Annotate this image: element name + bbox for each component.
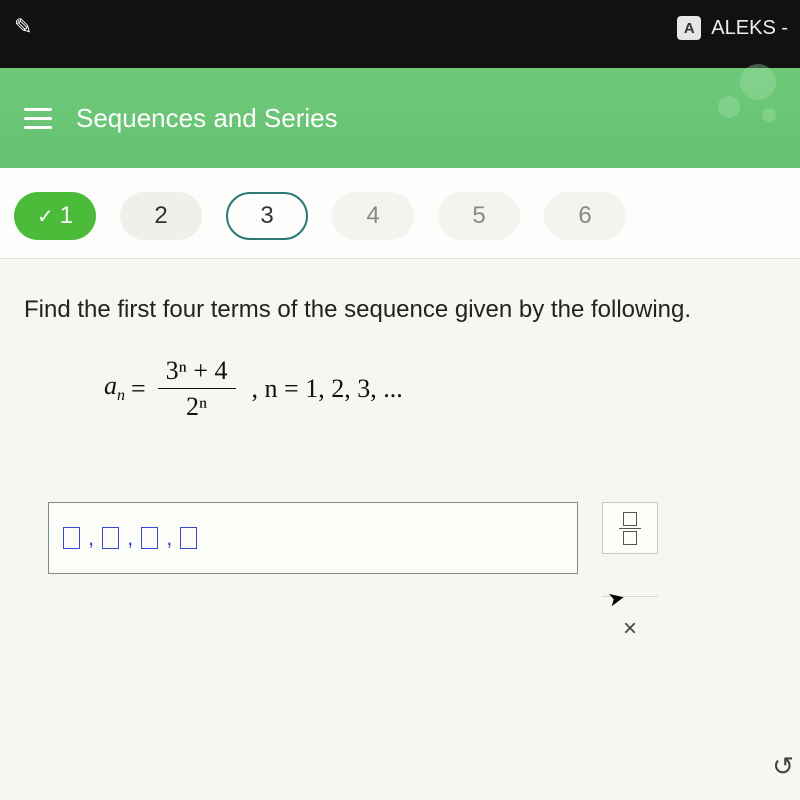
pill-label: 4 [366,202,379,230]
formula-denominator: 2ⁿ [178,391,215,422]
tool-fraction-den-icon [623,531,637,545]
hamburger-icon[interactable] [24,108,52,129]
math-toolbar: × [602,502,658,643]
question-content: Find the first four terms of the sequenc… [0,259,800,643]
answer-placeholder-box[interactable] [102,527,119,549]
question-nav: ✓ 1 2 3 4 5 6 [0,168,800,259]
question-formula: an = 3ⁿ + 4 2ⁿ , n = 1, 2, 3, ... [24,355,776,423]
check-icon: ✓ [37,204,54,229]
pill-label: 6 [578,202,591,230]
answer-separator: , [86,525,96,551]
answer-placeholder-box[interactable] [141,527,158,549]
fraction-tool-button[interactable] [602,502,658,554]
formula-base: a [104,371,117,400]
question-pill-3[interactable]: 3 [226,192,308,240]
section-title: Sequences and Series [76,103,338,134]
tab-label: ALEKS - [711,17,788,40]
formula-lhs: an [104,371,125,405]
section-header: Sequences and Series [0,68,800,168]
question-pill-1[interactable]: ✓ 1 [14,192,96,240]
tab-favicon: A [677,16,701,40]
pill-label: 3 [260,202,273,230]
answer-placeholder-box[interactable] [63,527,80,549]
answer-placeholder-box[interactable] [180,527,197,549]
answer-separator: , [125,525,135,551]
pencil-icon[interactable]: ✎ [0,0,46,54]
formula-tail: , n = 1, 2, 3, ... [252,374,403,404]
browser-topbar: ✎ A ALEKS - [0,0,800,68]
formula-sub: n [117,388,125,405]
formula-fraction: 3ⁿ + 4 2ⁿ [158,355,236,423]
reset-button[interactable]: ↺ [772,751,794,782]
question-pill-5[interactable]: 5 [438,192,520,240]
tool-fraction-num-icon [623,512,637,526]
formula-eq: = [131,374,146,404]
tool-fraction-bar-icon [619,528,641,529]
answer-input[interactable]: , , , [48,502,578,574]
formula-numerator: 3ⁿ + 4 [158,355,236,386]
question-pill-6[interactable]: 6 [544,192,626,240]
pill-label: 1 [60,202,73,230]
question-pill-4[interactable]: 4 [332,192,414,240]
answer-area: , , , × [24,502,776,643]
fraction-bar [158,388,236,390]
pill-label: 5 [472,202,485,230]
browser-tab-aleks[interactable]: A ALEKS - [665,8,800,48]
pill-label: 2 [154,202,167,230]
header-decoration [670,74,790,134]
question-pill-2[interactable]: 2 [120,192,202,240]
question-prompt: Find the first four terms of the sequenc… [24,293,776,327]
answer-separator: , [164,525,174,551]
